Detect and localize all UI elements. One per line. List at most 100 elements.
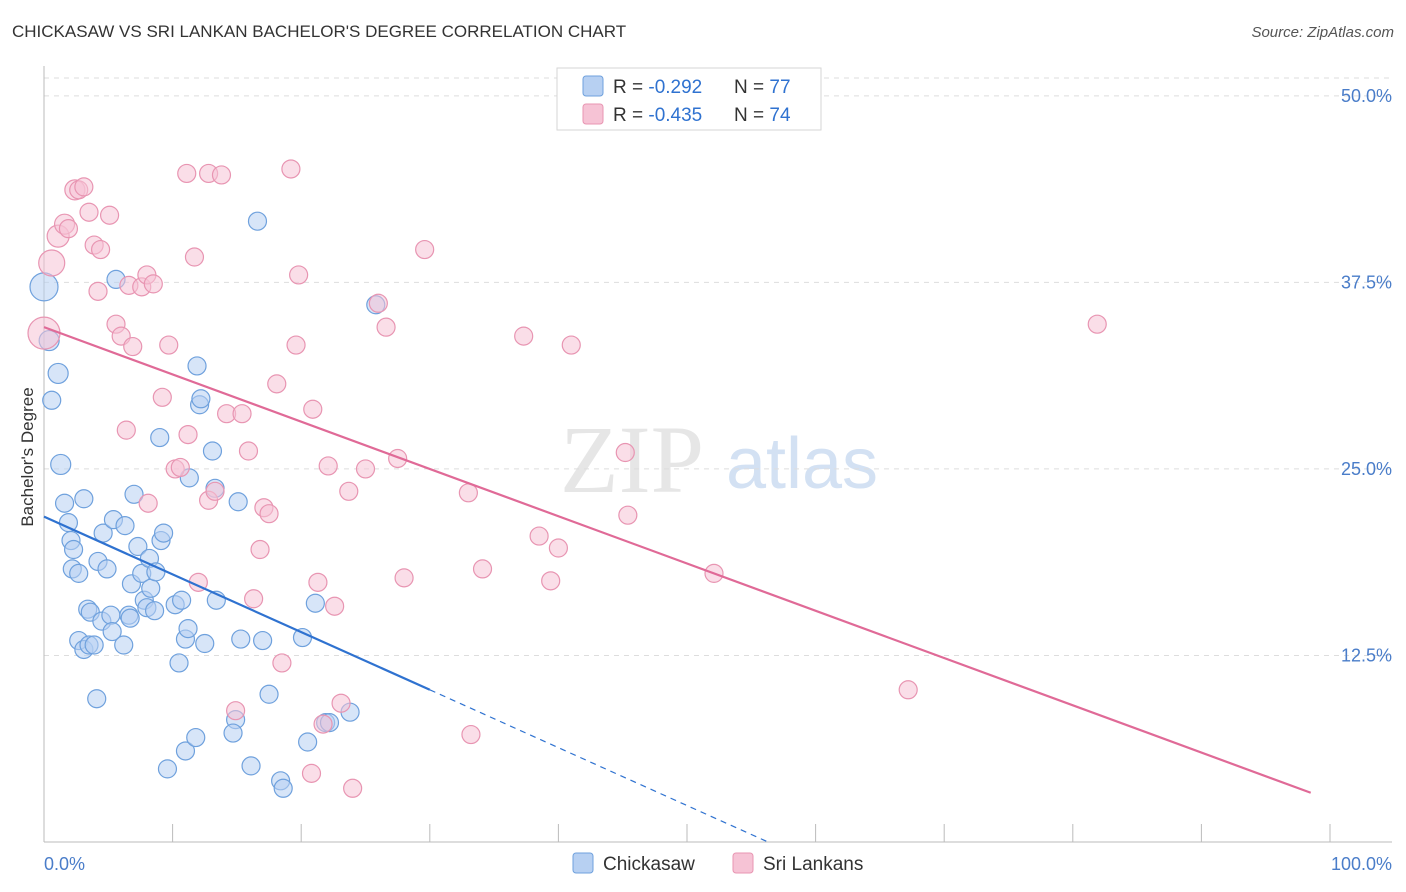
point-chickasaw — [47, 362, 69, 385]
point-sri-lankans — [325, 596, 345, 616]
svg-text:R = -0.435 N =: R = -0.435 N = 74 — [613, 105, 791, 126]
point-sri-lankans — [178, 425, 198, 445]
y-tick-label: 12.5% — [1341, 645, 1392, 665]
point-sri-lankans — [238, 441, 259, 461]
point-sri-lankans — [250, 539, 270, 560]
point-chickasaw — [84, 635, 104, 655]
point-sri-lankans — [339, 481, 359, 501]
point-sri-lankans — [394, 568, 414, 588]
point-sri-lankans — [618, 505, 638, 525]
point-chickasaw — [146, 562, 166, 582]
point-sri-lankans — [514, 326, 534, 346]
point-sri-lankans — [232, 404, 252, 424]
point-sri-lankans — [170, 457, 190, 478]
point-sri-lankans — [461, 724, 481, 745]
point-chickasaw — [259, 684, 279, 704]
x-tick-label: 0.0% — [44, 854, 85, 874]
point-chickasaw — [63, 539, 84, 560]
watermark-atlas: atlas — [726, 424, 878, 504]
point-chickasaw — [228, 492, 248, 512]
point-chickasaw — [178, 618, 198, 639]
legend-bottom-swatch-sri-lankans — [732, 852, 754, 874]
point-chickasaw — [241, 756, 261, 776]
point-sri-lankans — [90, 239, 111, 260]
point-chickasaw — [54, 493, 75, 513]
point-chickasaw — [187, 356, 207, 376]
legend-r-value: -0.435 — [648, 105, 702, 126]
point-chickasaw — [273, 778, 293, 798]
point-sri-lankans — [318, 456, 338, 476]
y-tick-label: 50.0% — [1341, 86, 1392, 106]
legend-bottom-label-chickasaw: Chickasaw — [603, 854, 695, 875]
point-sri-lankans — [88, 281, 108, 301]
point-sri-lankans — [303, 399, 323, 419]
point-sri-lankans — [1087, 314, 1107, 334]
point-sri-lankans — [244, 589, 264, 609]
point-sri-lankans — [211, 165, 232, 185]
watermark-zip: ZIP — [560, 406, 704, 513]
legend-swatch-sri-lankans — [582, 103, 604, 125]
point-chickasaw — [231, 629, 251, 649]
point-chickasaw — [175, 741, 196, 761]
y-axis-label: Bachelor's Degree — [18, 387, 37, 526]
point-sri-lankans — [548, 538, 569, 558]
y-tick-label: 25.0% — [1341, 459, 1392, 479]
point-sri-lankans — [355, 459, 376, 479]
legend-swatch-chickasaw — [582, 75, 604, 97]
point-chickasaw — [115, 516, 135, 536]
point-chickasaw — [223, 723, 243, 743]
point-chickasaw — [102, 621, 122, 642]
point-chickasaw — [87, 689, 107, 709]
point-sri-lankans — [286, 335, 306, 355]
point-chickasaw — [195, 633, 215, 654]
legend-series: Chickasaw Sri Lankans — [572, 852, 863, 875]
point-sri-lankans — [898, 680, 918, 700]
point-sri-lankans — [205, 481, 225, 501]
point-chickasaw — [114, 635, 134, 655]
point-chickasaw — [292, 627, 313, 648]
legend-r-label: R = — [613, 77, 648, 98]
x-tick-label: 100.0% — [1331, 854, 1392, 874]
point-chickasaw — [29, 272, 59, 302]
point-sri-lankans — [529, 526, 549, 546]
legend-r-label: R = — [613, 105, 648, 126]
point-chickasaw — [74, 489, 94, 509]
point-sri-lankans — [226, 701, 246, 721]
trend-lines — [43, 326, 1312, 843]
point-sri-lankans — [116, 420, 136, 440]
point-sri-lankans — [27, 316, 61, 350]
legend-n-label: N = — [734, 105, 769, 126]
point-chickasaw — [172, 590, 192, 610]
trend-line-chickasaw-extension — [429, 689, 769, 843]
point-sri-lankans — [308, 572, 328, 592]
point-chickasaw — [97, 559, 117, 579]
point-sri-lankans — [79, 202, 99, 222]
trend-line-sri-lankans — [43, 326, 1312, 794]
legend-stats: R = -0.292 N = 77 R = -0.435 N = 74 — [556, 67, 822, 131]
point-sri-lankans — [38, 249, 66, 277]
y-tick-label: 37.5% — [1341, 272, 1392, 292]
point-chickasaw — [247, 211, 268, 231]
point-sri-lankans — [177, 163, 197, 184]
point-chickasaw — [186, 727, 206, 748]
point-sri-lankans — [159, 335, 179, 355]
axes: 12.5% 25.0% 37.5% 50.0% 0.0% 100.0% — [43, 66, 1392, 874]
point-sri-lankans — [472, 559, 493, 579]
point-chickasaw — [169, 653, 189, 673]
chart-title: CHICKASAW VS SRI LANKAN BACHELOR'S DEGRE… — [12, 22, 627, 41]
point-sri-lankans — [313, 714, 333, 734]
point-chickasaw — [150, 427, 170, 448]
point-sri-lankans — [267, 374, 287, 394]
point-sri-lankans — [415, 239, 435, 260]
legend-bottom-label-sri-lankans: Sri Lankans — [763, 854, 863, 875]
point-sri-lankans — [541, 571, 561, 591]
point-sri-lankans — [184, 247, 205, 267]
legend-n-value: 77 — [769, 77, 790, 98]
legend-r-value: -0.292 — [648, 77, 702, 98]
point-sri-lankans — [615, 442, 635, 463]
point-sri-lankans — [272, 653, 292, 673]
scatter-points — [27, 159, 1107, 798]
point-sri-lankans — [138, 493, 158, 513]
point-sri-lankans — [343, 778, 363, 798]
